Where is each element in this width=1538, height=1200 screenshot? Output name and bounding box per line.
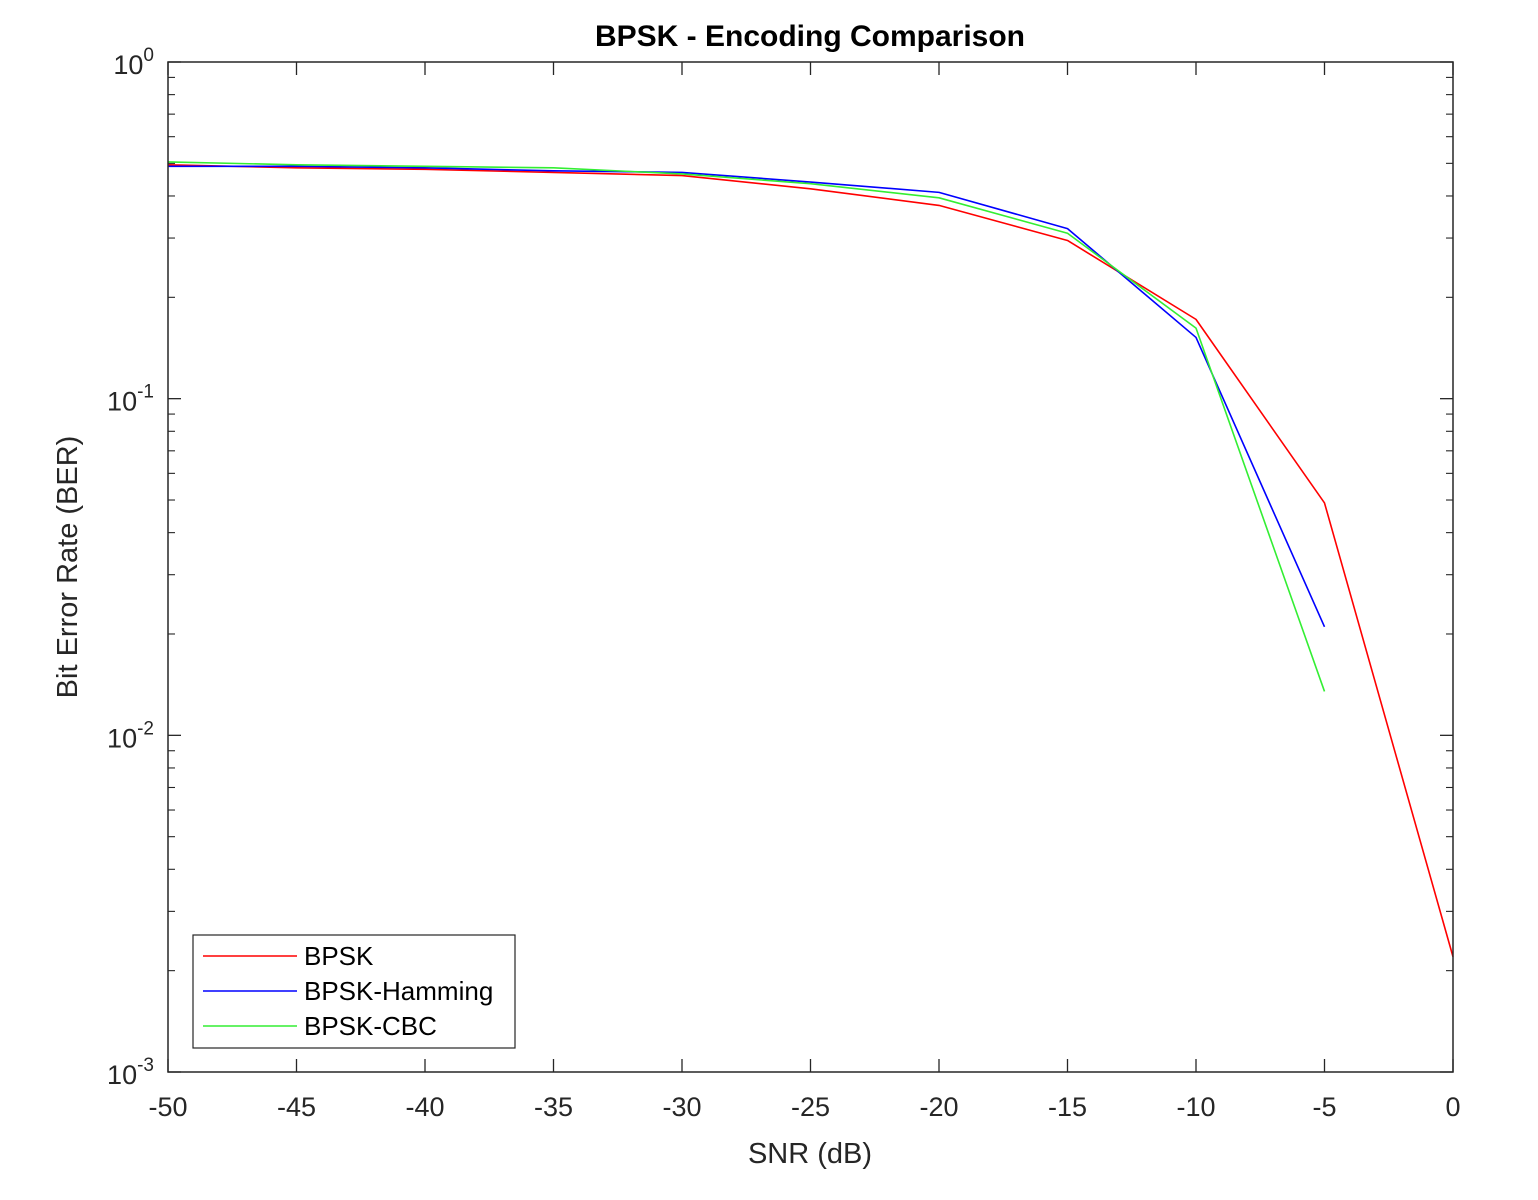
x-tick-label: -45	[277, 1092, 316, 1122]
minor-ticks	[168, 76, 1453, 972]
y-axis-title: Bit Error Rate (BER)	[52, 436, 84, 699]
y-tick-labels: 100 10-1 10-2 10-3	[107, 45, 154, 1090]
legend-label-bpsk-cbc: BPSK-CBC	[304, 1011, 437, 1041]
legend-entries: BPSK BPSK-Hamming BPSK-CBC	[203, 941, 493, 1041]
y-tick-label: 10-1	[107, 382, 154, 417]
series-line-bpsk-cbc	[167, 161, 1326, 692]
legend-label-bpsk: BPSK	[304, 941, 374, 971]
legend-label-bpsk-hamming: BPSK-Hamming	[304, 976, 493, 1006]
x-tick-label: -20	[919, 1092, 958, 1122]
chart-title: BPSK - Encoding Comparison	[595, 20, 1025, 53]
x-tick-label: -40	[405, 1092, 444, 1122]
y-tick-label: 100	[113, 45, 154, 80]
plot-area	[167, 61, 1454, 1073]
y-tick-label: 10-2	[107, 718, 154, 753]
axes-box	[167, 61, 1454, 1073]
x-tick-label: -5	[1312, 1092, 1336, 1122]
plot-background	[168, 62, 1453, 1072]
x-tick-label: -25	[791, 1092, 830, 1122]
x-tick-label: -15	[1048, 1092, 1087, 1122]
x-tick-label: -30	[662, 1092, 701, 1122]
x-tick-label: -50	[148, 1092, 187, 1122]
series-line-bpsk-hamming	[168, 165, 1326, 628]
series-line-bpsk	[167, 164, 1454, 957]
x-tick-label: -10	[1176, 1092, 1215, 1122]
y-tick-label: 10-3	[107, 1055, 154, 1090]
legend: BPSK BPSK-Hamming BPSK-CBC	[192, 934, 516, 1049]
series-lines	[167, 161, 1454, 957]
x-tick-label: -35	[534, 1092, 573, 1122]
x-tick-labels: -50 -45 -40 -35 -30 -25 -20 -15 -10 -5 0	[148, 1092, 1460, 1122]
x-tick-label: 0	[1445, 1092, 1460, 1122]
x-axis-title: SNR (dB)	[748, 1138, 872, 1170]
